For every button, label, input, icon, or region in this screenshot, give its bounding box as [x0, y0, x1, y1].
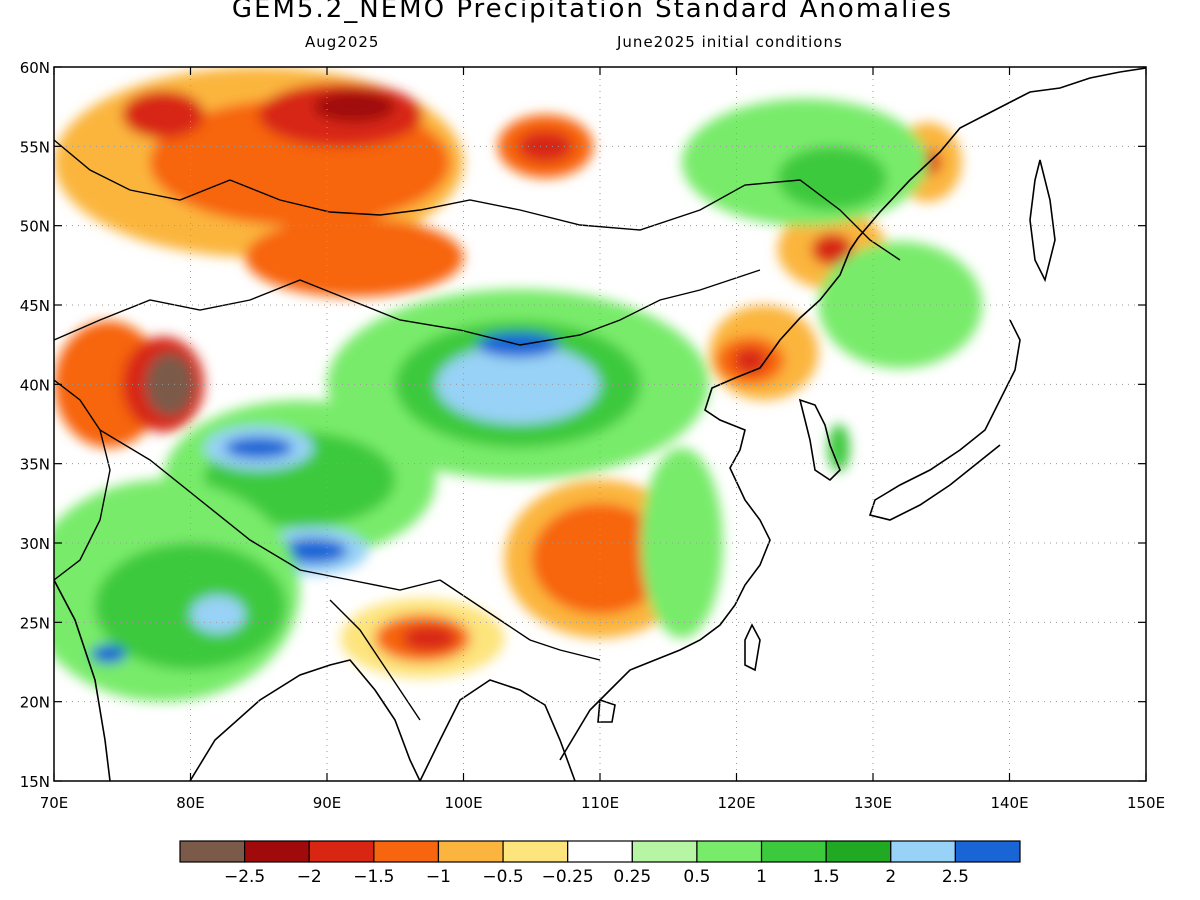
anomaly-region-29: [402, 625, 457, 651]
lat-label: 25N: [20, 614, 50, 632]
country-borders: [54, 139, 901, 721]
lon-label: 150E: [1127, 794, 1165, 812]
kazakhstan-border: [54, 139, 231, 201]
colorbar-label: 2.5: [942, 867, 969, 887]
anomaly-region-32: [733, 347, 767, 374]
forecast-month: Aug2025: [305, 33, 380, 51]
colorbar-swatch: [244, 840, 310, 863]
colorbar-label: −0.25: [542, 867, 594, 887]
bay-of-bengal-coast: [189, 659, 421, 781]
lat-label: 30N: [20, 535, 50, 553]
india-pakistan-border: [54, 379, 111, 581]
anomaly-region-10: [518, 130, 573, 163]
lon-label: 70E: [40, 794, 69, 812]
anomaly-region-20: [279, 538, 348, 564]
anomaly-region-22: [94, 543, 287, 670]
colorbar-swatch: [825, 840, 892, 863]
lon-label: 90E: [313, 794, 342, 812]
anomaly-region-8: [145, 352, 195, 417]
anomaly-region-4: [122, 90, 205, 139]
anomaly-region-18: [224, 436, 293, 459]
lat-label: 15N: [20, 773, 50, 791]
colorbar-swatch: [308, 840, 375, 863]
initial-conditions: June2025 initial conditions: [617, 33, 843, 51]
taiwan-coast: [744, 623, 761, 672]
coastlines: [54, 67, 1146, 781]
latitude-labels: 60N 55N 50N 45N 40N 35N 30N 25N 20N 15N: [20, 59, 50, 791]
anomaly-region-23: [190, 595, 246, 634]
india-coast: [54, 579, 111, 781]
hainan-coast: [597, 698, 616, 723]
china-mainland-coast: [849, 67, 1146, 251]
colorbar-swatch: [502, 840, 569, 863]
colorbar-label: −1: [426, 867, 451, 887]
russia-mongolia-border: [229, 179, 901, 261]
lat-label: 45N: [20, 297, 50, 315]
colorbar-label: 1: [756, 867, 767, 887]
lat-lon-grid: [54, 67, 1146, 781]
china-mongolia-border: [349, 269, 761, 346]
anomaly-region-13: [436, 344, 600, 425]
lat-label: 20N: [20, 694, 50, 712]
colorbar-swatch: [373, 840, 440, 863]
longitude-labels: 70E 80E 90E 100E 110E 120E 130E 140E 150E: [40, 794, 1165, 812]
colorbar-swatch: [954, 840, 1021, 863]
indochina-coast: [419, 679, 576, 781]
anomaly-region-38: [777, 146, 887, 210]
colorbar-swatch: [890, 840, 956, 863]
tibet-himalaya-border: [99, 429, 441, 591]
colorbar-label: 2: [885, 867, 896, 887]
south-china-border: [439, 579, 601, 661]
colorbar-label: 0.5: [683, 867, 710, 887]
colorbar-swatch: [567, 840, 633, 863]
lat-label: 60N: [20, 59, 50, 77]
anomaly-region-40: [827, 424, 850, 472]
anomaly-region-34: [811, 233, 853, 266]
colorbar-swatch: [631, 840, 698, 863]
colorbar-label: −2.5: [224, 867, 265, 887]
anomaly-region-26: [531, 503, 669, 615]
colorbar-label: 0.25: [613, 867, 651, 887]
lon-label: 130E: [854, 794, 892, 812]
colorbar: −2.5 −2 −1.5 −1 −0.5 −0.25 0.25 0.5 1 1.5 2 2.5: [179, 840, 1021, 887]
axis-ticks: [53, 66, 1147, 782]
central-asia-border: [54, 279, 351, 341]
anomaly-region-3: [313, 90, 396, 123]
colorbar-label: 1.5: [813, 867, 840, 887]
colorbar-swatch: [437, 840, 504, 863]
chart-title: GEM5.2_NEMO Precipitation Standard Anoma…: [231, 0, 954, 24]
anomaly-region-39: [640, 447, 723, 639]
colorbar-label: −0.5: [482, 867, 523, 887]
lon-label: 120E: [717, 794, 755, 812]
lon-label: 140E: [990, 794, 1028, 812]
lon-label: 110E: [581, 794, 619, 812]
colorbar-swatch: [696, 840, 763, 863]
anomaly-region-5: [245, 217, 464, 298]
colorbar-swatch: [179, 840, 246, 863]
korea-coast: [798, 398, 841, 482]
colorbar-label: −2: [297, 867, 322, 887]
lon-label: 100E: [444, 794, 482, 812]
colorbar-label: −1.5: [353, 867, 394, 887]
lon-label: 80E: [176, 794, 205, 812]
lat-label: 50N: [20, 218, 50, 236]
lat-label: 40N: [20, 376, 50, 394]
east-asia-coast: [559, 249, 851, 761]
colorbar-swatch: [760, 840, 827, 863]
myanmar-border: [329, 599, 421, 721]
sakhalin-coast: [1029, 159, 1056, 283]
anomaly-region-24: [90, 644, 127, 664]
lat-label: 35N: [20, 456, 50, 474]
lat-label: 55N: [20, 138, 50, 156]
